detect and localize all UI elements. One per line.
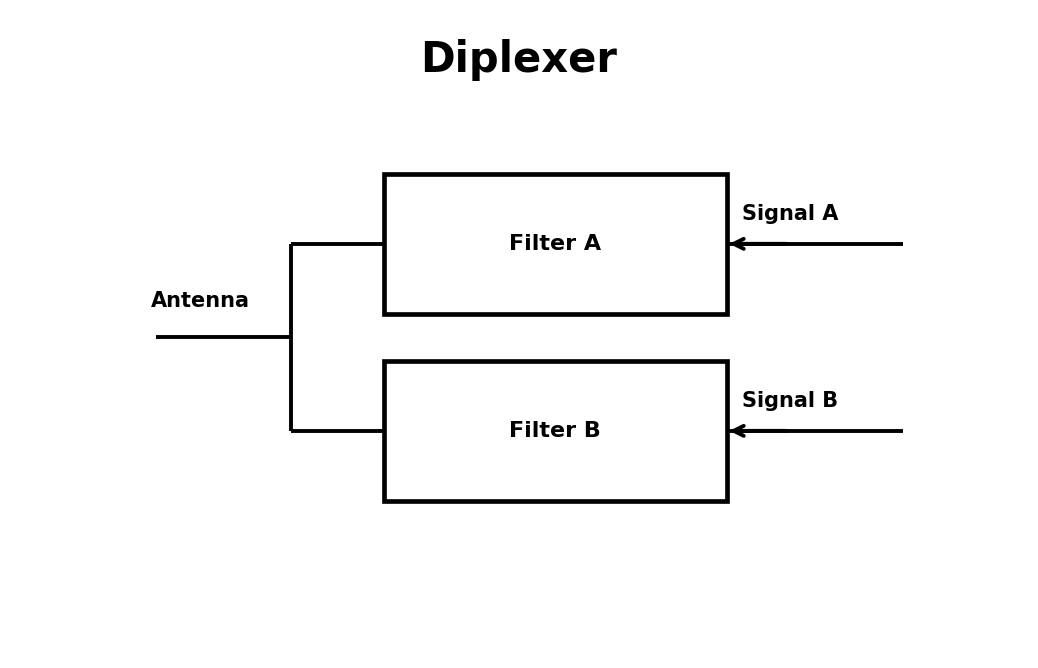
Text: Filter B: Filter B [510, 421, 601, 441]
Text: Diplexer: Diplexer [420, 39, 618, 81]
Bar [384, 174, 727, 314]
Text: Filter A: Filter A [510, 234, 601, 254]
Text: Signal A: Signal A [742, 204, 839, 224]
Text: Signal B: Signal B [742, 391, 839, 411]
Bar [384, 361, 727, 501]
Text: Antenna: Antenna [151, 291, 249, 311]
